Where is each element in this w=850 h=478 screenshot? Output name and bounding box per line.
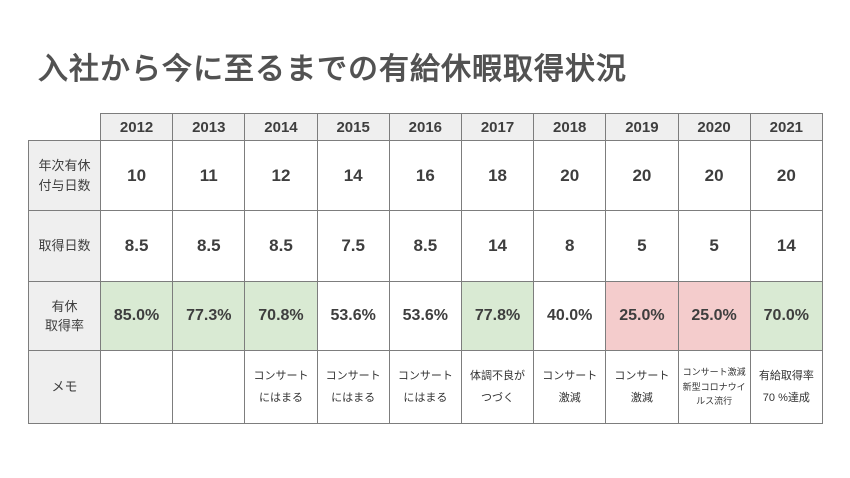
cell-usage-rate-2021: 70.0% bbox=[749, 281, 824, 351]
row-label-granted-days: 年次有休 付与日数 bbox=[28, 140, 101, 211]
cell-taken-days-2020: 5 bbox=[677, 210, 751, 282]
year-header-2019: 2019 bbox=[605, 113, 679, 141]
page-title: 入社から今に至るまでの有給休暇取得状況 bbox=[38, 53, 627, 86]
cell-taken-days-2012: 8.5 bbox=[99, 210, 174, 282]
row-label-usage-rate: 有休 取得率 bbox=[28, 281, 101, 351]
cell-taken-days-2016: 8.5 bbox=[388, 210, 462, 282]
corner-cell bbox=[29, 114, 101, 141]
cell-memo-2020: コンサート激減 新型コロナウイ ルス流行 bbox=[677, 350, 751, 424]
cell-granted-days-2021: 20 bbox=[749, 140, 824, 211]
year-header-row: 2012 2013 2014 2015 2016 2017 2018 2019 2020 2021 bbox=[29, 113, 824, 141]
cell-memo-2016: コンサート にはまる bbox=[388, 350, 462, 424]
year-header-2015: 2015 bbox=[316, 113, 390, 141]
year-header-2014: 2014 bbox=[244, 113, 318, 141]
year-header-2016: 2016 bbox=[388, 113, 462, 141]
year-header-2021: 2021 bbox=[749, 113, 824, 141]
cell-memo-2014: コンサート にはまる bbox=[244, 350, 318, 424]
year-header-2020: 2020 bbox=[677, 113, 751, 141]
cell-memo-2019: コンサート 激減 bbox=[605, 350, 679, 424]
cell-taken-days-2019: 5 bbox=[605, 210, 679, 282]
cell-usage-rate-2018: 40.0% bbox=[533, 281, 607, 351]
year-header-2017: 2017 bbox=[460, 113, 535, 141]
cell-memo-2015: コンサート にはまる bbox=[316, 350, 390, 424]
cell-memo-2013 bbox=[172, 350, 246, 424]
row-label-taken-days: 取得日数 bbox=[28, 210, 101, 282]
cell-memo-2018: コンサート 激減 bbox=[533, 350, 607, 424]
cell-usage-rate-2017: 77.8% bbox=[460, 281, 535, 351]
table-row-usage-rate: 有休 取得率 85.0% 77.3% 70.8% 53.6% 53.6% 77.8% 40.0… bbox=[28, 281, 824, 351]
cell-memo-2021: 有給取得率 70 %達成 bbox=[749, 350, 824, 424]
cell-taken-days-2021: 14 bbox=[749, 210, 824, 282]
cell-usage-rate-2014: 70.8% bbox=[244, 281, 318, 351]
cell-memo-2017: 体調不良が つづく bbox=[460, 350, 535, 424]
cell-granted-days-2013: 11 bbox=[172, 140, 246, 211]
cell-granted-days-2018: 20 bbox=[533, 140, 607, 211]
cell-granted-days-2014: 12 bbox=[244, 140, 318, 211]
vacation-table-body: 2012 2013 2014 2015 2016 2017 2018 2019 2020 2021… bbox=[28, 113, 824, 424]
year-header-2013: 2013 bbox=[172, 113, 246, 141]
cell-granted-days-2020: 20 bbox=[677, 140, 751, 211]
cell-taken-days-2015: 7.5 bbox=[316, 210, 390, 282]
cell-granted-days-2012: 10 bbox=[99, 140, 174, 211]
cell-taken-days-2017: 14 bbox=[460, 210, 535, 282]
cell-granted-days-2017: 18 bbox=[460, 140, 535, 211]
table-row-granted-days: 年次有休 付与日数 10 11 12 14 16 18 20 20 20 20 bbox=[28, 140, 824, 211]
cell-granted-days-2019: 20 bbox=[605, 140, 679, 211]
cell-granted-days-2015: 14 bbox=[316, 140, 390, 211]
cell-usage-rate-2015: 53.6% bbox=[316, 281, 390, 351]
cell-taken-days-2013: 8.5 bbox=[172, 210, 246, 282]
year-header-2018: 2018 bbox=[533, 113, 607, 141]
cell-taken-days-2018: 8 bbox=[533, 210, 607, 282]
cell-usage-rate-2013: 77.3% bbox=[172, 281, 246, 351]
cell-usage-rate-2019: 25.0% bbox=[605, 281, 679, 351]
table-row-memo: メモ コンサート にはまる コンサート にはまる コンサート にはまる 体調不良が つづ… bbox=[28, 350, 824, 424]
cell-usage-rate-2020: 25.0% bbox=[677, 281, 751, 351]
cell-usage-rate-2012: 85.0% bbox=[99, 281, 174, 351]
row-label-memo: メモ bbox=[28, 350, 101, 424]
cell-granted-days-2016: 16 bbox=[388, 140, 462, 211]
vacation-table: 2012 2013 2014 2015 2016 2017 2018 2019 2020 2021… bbox=[28, 113, 824, 424]
cell-memo-2012 bbox=[99, 350, 174, 424]
cell-taken-days-2014: 8.5 bbox=[244, 210, 318, 282]
cell-usage-rate-2016: 53.6% bbox=[388, 281, 462, 351]
year-header-2012: 2012 bbox=[99, 113, 174, 141]
table-row-taken-days: 取得日数 8.5 8.5 8.5 7.5 8.5 14 8 5 5 14 bbox=[28, 210, 824, 282]
